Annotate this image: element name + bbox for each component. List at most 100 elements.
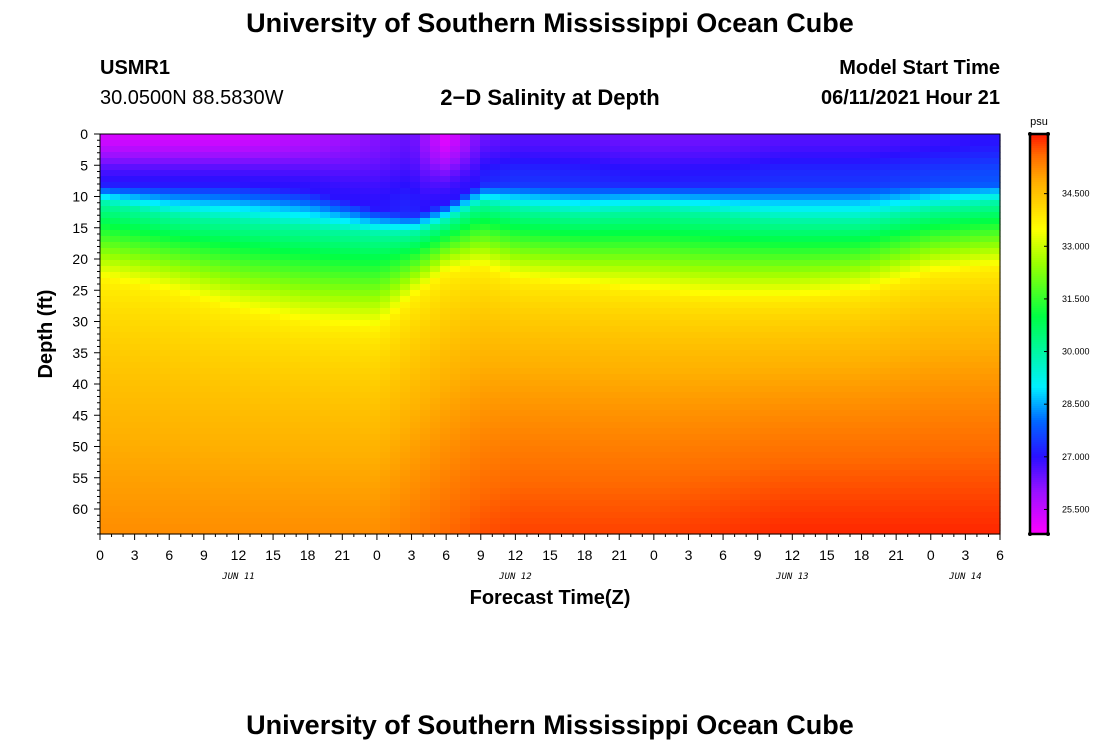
- heat-cell: [570, 206, 581, 213]
- heat-cell: [520, 344, 531, 351]
- heat-cell: [630, 494, 641, 501]
- heat-cell: [710, 194, 721, 201]
- heat-cell: [610, 386, 621, 393]
- heat-cell: [720, 464, 731, 471]
- heat-cell: [440, 428, 451, 435]
- heat-cell: [520, 506, 531, 513]
- heat-cell: [190, 518, 201, 525]
- heat-cell: [580, 206, 591, 213]
- heat-cell: [490, 170, 501, 177]
- heat-cell: [270, 158, 281, 165]
- heat-cell: [310, 404, 321, 411]
- heat-cell: [160, 476, 171, 483]
- heat-cell: [320, 374, 331, 381]
- heat-cell: [660, 278, 671, 285]
- heat-cell: [470, 440, 481, 447]
- heat-cell: [280, 152, 291, 159]
- heat-cell: [260, 296, 271, 303]
- heat-cell: [210, 272, 221, 279]
- heat-cell: [100, 326, 111, 333]
- heat-cell: [460, 380, 471, 387]
- heat-cell: [150, 266, 161, 273]
- heat-cell: [370, 272, 381, 279]
- heat-cell: [290, 446, 301, 453]
- heat-cell: [150, 512, 161, 519]
- heat-cell: [550, 410, 561, 417]
- heat-cell: [110, 212, 121, 219]
- heat-cell: [600, 188, 611, 195]
- heat-cell: [230, 452, 241, 459]
- heat-cell: [360, 332, 371, 339]
- heat-cell: [680, 440, 691, 447]
- heat-cell: [360, 398, 371, 405]
- heat-cell: [610, 182, 621, 189]
- heat-cell: [520, 290, 531, 297]
- heat-cell: [770, 416, 781, 423]
- heat-cell: [490, 182, 501, 189]
- heat-cell: [480, 386, 491, 393]
- heat-cell: [830, 494, 841, 501]
- heat-cell: [440, 158, 451, 165]
- heat-cell: [610, 170, 621, 177]
- heat-cell: [170, 500, 181, 507]
- heat-cell: [200, 392, 211, 399]
- heat-cell: [650, 278, 661, 285]
- heat-cell: [770, 392, 781, 399]
- heat-cell: [440, 452, 451, 459]
- heat-cell: [410, 518, 421, 525]
- heat-cell: [240, 458, 251, 465]
- heat-cell: [480, 422, 491, 429]
- heat-cell: [380, 236, 391, 243]
- heat-cell: [680, 332, 691, 339]
- heat-cell: [350, 374, 361, 381]
- heat-cell: [110, 416, 121, 423]
- heat-cell: [500, 284, 511, 291]
- heat-cell: [200, 530, 211, 535]
- heat-cell: [270, 416, 281, 423]
- heat-cell: [620, 206, 631, 213]
- heat-cell: [720, 488, 731, 495]
- heat-cell: [260, 404, 271, 411]
- heat-cell: [220, 524, 231, 531]
- heat-cell: [620, 170, 631, 177]
- heat-cell: [390, 158, 401, 165]
- heat-cell: [410, 482, 421, 489]
- heat-cell: [720, 164, 731, 171]
- heat-cell: [790, 308, 801, 315]
- heat-cell: [110, 284, 121, 291]
- heat-cell: [220, 218, 231, 225]
- heat-cell: [380, 404, 391, 411]
- heat-cell: [540, 416, 551, 423]
- heat-cell: [750, 440, 761, 447]
- heat-cell: [240, 230, 251, 237]
- heat-cell: [280, 530, 291, 535]
- heat-cell: [720, 524, 731, 531]
- heat-cell: [290, 134, 301, 141]
- heat-cell: [520, 206, 531, 213]
- heat-cell: [510, 230, 521, 237]
- heat-cell: [750, 260, 761, 267]
- heat-cell: [350, 158, 361, 165]
- heat-cell: [520, 362, 531, 369]
- heat-cell: [390, 326, 401, 333]
- heat-cell: [110, 206, 121, 213]
- heat-cell: [320, 362, 331, 369]
- heat-cell: [100, 158, 111, 165]
- heat-cell: [450, 392, 461, 399]
- heat-cell: [750, 470, 761, 477]
- heat-cell: [410, 296, 421, 303]
- heat-cell: [120, 350, 131, 357]
- heat-cell: [790, 170, 801, 177]
- heat-cell: [570, 260, 581, 267]
- heat-cell: [260, 356, 271, 363]
- heat-cell: [460, 530, 471, 535]
- heat-cell: [740, 176, 751, 183]
- heat-cell: [780, 206, 791, 213]
- heat-cell: [250, 146, 261, 153]
- heat-cell: [120, 404, 131, 411]
- heat-cell: [260, 530, 271, 535]
- heat-cell: [800, 386, 811, 393]
- heat-cell: [440, 362, 451, 369]
- heat-cell: [710, 260, 721, 267]
- heat-cell: [800, 500, 811, 507]
